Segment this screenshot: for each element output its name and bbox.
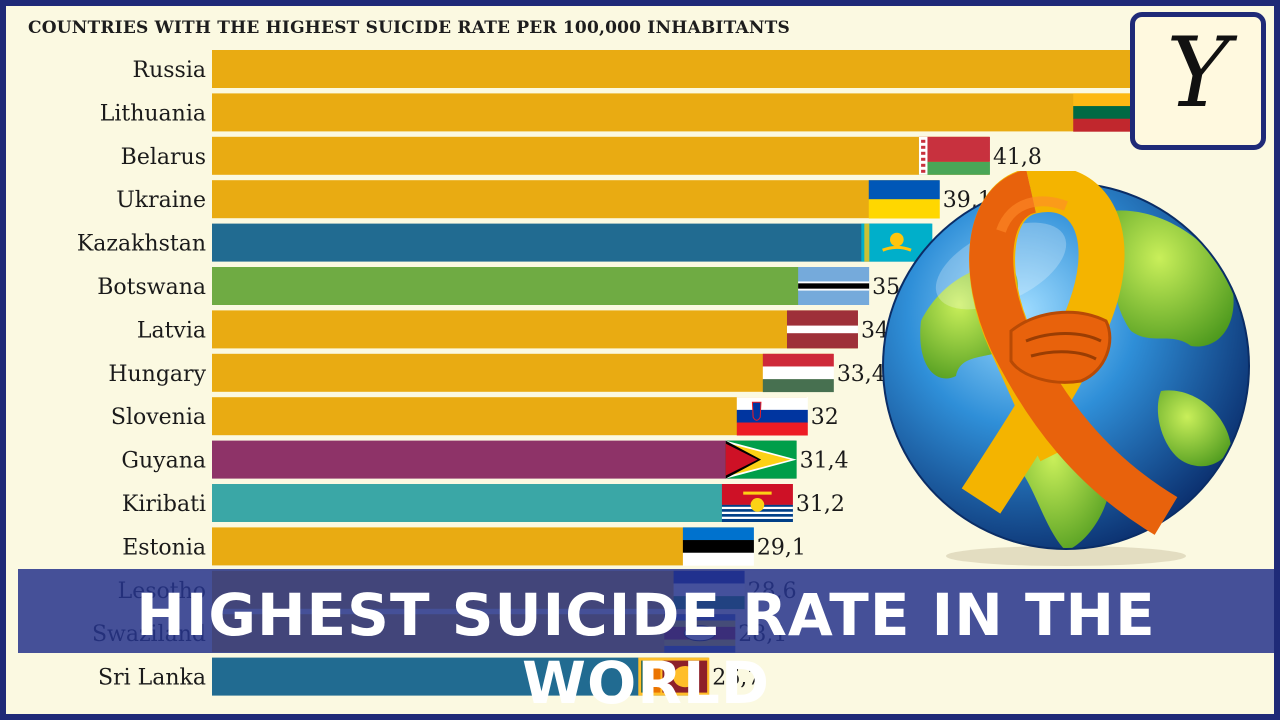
globe-illustration — [882, 171, 1250, 566]
category-label: Kiribati — [122, 492, 206, 517]
category-label: Lithuania — [100, 101, 206, 126]
bar-row: Latvia34,7 — [137, 310, 910, 349]
value-label: 31,4 — [800, 449, 849, 474]
bar — [212, 484, 792, 522]
bar — [212, 310, 857, 349]
bar — [212, 440, 796, 479]
bar — [212, 93, 1144, 132]
value-label: 32 — [811, 405, 839, 430]
bar — [212, 180, 939, 219]
bar — [212, 50, 1212, 88]
ukraine-flag — [868, 180, 940, 219]
value-label: 29,1 — [757, 535, 806, 560]
latvia-flag — [786, 310, 858, 349]
category-label: Ukraine — [116, 188, 206, 213]
bar-row: Guyana 31,4 — [121, 440, 849, 479]
category-label: Belarus — [121, 145, 206, 170]
category-label: Latvia — [137, 318, 206, 343]
bar-row: Hungary 33,4 — [108, 353, 886, 393]
bar-row: Lithuania50,1 — [100, 93, 1196, 132]
banner-title: HIGHEST SUICIDE RATE IN THE WORLD — [136, 581, 1156, 717]
bar — [212, 223, 932, 262]
bar-row: Russia53,8 — [133, 50, 1265, 89]
title-banner: HIGHEST SUICIDE RATE IN THE WORLD — [18, 569, 1274, 714]
estonia-flag — [682, 527, 754, 566]
category-label: Hungary — [108, 362, 206, 387]
sri-lanka-flag — [638, 657, 710, 696]
guyana-flag — [725, 440, 797, 479]
botswana-flag — [798, 267, 870, 305]
category-label: Russia — [133, 58, 206, 83]
bar — [212, 397, 807, 436]
bar-row: Botswana 35,3 — [97, 267, 921, 305]
value-label: 26,7 — [712, 666, 761, 691]
value-label: 33,4 — [837, 362, 886, 387]
bar — [212, 657, 709, 696]
value-label: 31,2 — [796, 492, 845, 517]
logo-letter: Y — [1166, 17, 1230, 129]
category-label: Kazakhstan — [77, 232, 206, 257]
slovenia-flag — [736, 397, 808, 436]
bar-row: Sri Lanka 26,7 — [98, 657, 761, 696]
bar — [212, 136, 989, 175]
channel-logo: Y — [1130, 12, 1266, 150]
bar-row: Kazakhstan38,7 — [77, 223, 984, 262]
category-label: Estonia — [122, 535, 206, 560]
kiribati-flag — [721, 484, 793, 522]
belarus-flag — [918, 136, 990, 175]
bar-row: Ukraine 39,1 — [116, 180, 992, 219]
hungary-flag — [762, 353, 834, 393]
bar — [212, 527, 753, 566]
category-label: Sri Lanka — [98, 666, 206, 691]
bar — [212, 267, 869, 305]
bar-row: Kiribati 31,2 — [122, 484, 845, 522]
bar-row: Estonia 29,1 — [122, 527, 806, 566]
category-label: Slovenia — [111, 405, 206, 430]
lithuania-flag — [1073, 93, 1145, 132]
value-label: 41,8 — [993, 145, 1042, 170]
clasped-hands-icon — [1009, 310, 1112, 384]
bar-row: Belarus 41,8 — [121, 136, 1042, 175]
chart-title: COUNTRIES WITH THE HIGHEST SUICIDE RATE … — [28, 18, 790, 38]
category-label: Guyana — [121, 449, 206, 474]
category-label: Botswana — [97, 275, 206, 300]
bar — [212, 353, 833, 392]
bar-row: Slovenia 32 — [111, 397, 839, 436]
